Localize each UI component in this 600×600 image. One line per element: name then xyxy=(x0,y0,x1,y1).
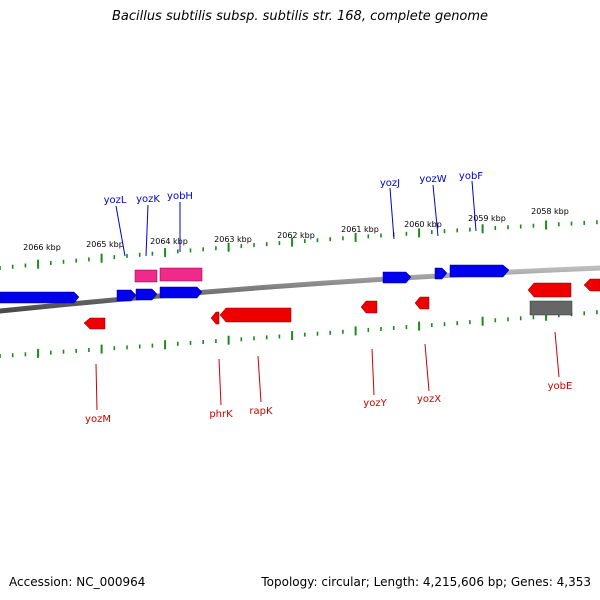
gene-arrow[interactable] xyxy=(583,278,600,292)
rna-genes xyxy=(134,267,203,283)
gene-label-yozM[interactable]: yozM xyxy=(85,414,111,425)
gene-label-rapK[interactable]: rapK xyxy=(249,406,273,417)
gene-label-yobF[interactable]: yobF xyxy=(459,171,483,182)
genome-summary-text: Topology: circular; Length: 4,215,606 bp… xyxy=(261,575,591,589)
gene-block[interactable] xyxy=(159,267,203,282)
forward-genes xyxy=(0,264,510,304)
leader-line xyxy=(95,363,98,411)
gene-arrow[interactable] xyxy=(414,296,430,310)
leader-line xyxy=(424,343,430,392)
gene-arrow[interactable] xyxy=(135,288,158,301)
gene-label-yozW[interactable]: yozW xyxy=(419,174,446,185)
scale-label: 2064 kbp xyxy=(150,237,188,246)
gene-label-phrK[interactable]: phrK xyxy=(209,409,233,420)
gene-arrow[interactable] xyxy=(382,271,412,284)
scale-label: 2062 kbp xyxy=(277,231,315,240)
gene-label-yozK[interactable]: yozK xyxy=(136,194,160,205)
gene-label-yozJ[interactable]: yozJ xyxy=(380,178,400,189)
gene-label-yozX[interactable]: yozX xyxy=(417,394,441,405)
gene-arrow[interactable] xyxy=(159,286,203,299)
gene-arrow[interactable] xyxy=(527,282,572,298)
scale-label: 2061 kbp xyxy=(341,225,379,234)
leader-line xyxy=(115,205,126,257)
pseudo-gene-block[interactable] xyxy=(529,300,573,316)
leader-line xyxy=(389,187,395,240)
scale-label: 2058 kbp xyxy=(531,207,569,216)
gene-block[interactable] xyxy=(134,269,158,283)
leader-line xyxy=(257,355,262,403)
scale-label: 2060 kbp xyxy=(404,220,442,229)
gene-arrow[interactable] xyxy=(0,291,80,304)
reverse-genes xyxy=(83,278,600,330)
scale-label: 2065 kbp xyxy=(86,240,124,249)
leader-line xyxy=(145,204,149,257)
leader-line xyxy=(554,331,560,378)
gene-label-yozY[interactable]: yozY xyxy=(363,398,387,409)
genome-title: Bacillus subtilis subsp. subtilis str. 1… xyxy=(111,9,489,24)
gene-arrow[interactable] xyxy=(434,267,448,280)
accession-text: Accession: NC_000964 xyxy=(9,575,146,589)
gene-arrow[interactable] xyxy=(83,317,106,330)
scale-label: 2063 kbp xyxy=(214,235,252,244)
lower-scale-ticks xyxy=(0,310,598,358)
leader-line xyxy=(218,358,222,406)
gene-arrow[interactable] xyxy=(116,289,137,302)
gene-arrow[interactable] xyxy=(449,264,510,278)
upper-scale-ticks xyxy=(0,220,598,270)
gene-label-yobH[interactable]: yobH xyxy=(167,191,193,202)
gene-arrow[interactable] xyxy=(219,307,292,323)
scale-label: 2059 kbp xyxy=(468,214,506,223)
leader-line xyxy=(371,348,375,396)
leader-line xyxy=(432,184,439,237)
gene-arrow[interactable] xyxy=(210,311,220,325)
genome-backbone xyxy=(0,265,600,314)
gene-arrow[interactable] xyxy=(360,300,378,314)
leader-line xyxy=(471,180,477,232)
scale-label: 2066 kbp xyxy=(23,243,61,252)
gene-label-yobE[interactable]: yobE xyxy=(548,381,573,392)
gene-label-yozL[interactable]: yozL xyxy=(104,195,127,206)
